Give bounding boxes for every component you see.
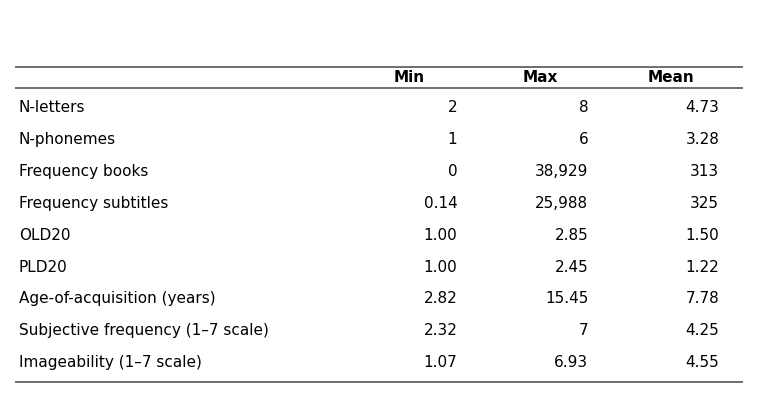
Text: 15.45: 15.45 [545, 291, 588, 306]
Text: 4.55: 4.55 [685, 355, 719, 370]
Text: 7: 7 [578, 323, 588, 338]
Text: 325: 325 [691, 196, 719, 211]
Text: Age-of-acquisition (years): Age-of-acquisition (years) [19, 291, 215, 306]
Text: Max: Max [522, 70, 557, 85]
Text: 1.50: 1.50 [685, 228, 719, 243]
Text: Min: Min [393, 70, 424, 85]
Text: 1: 1 [448, 132, 457, 147]
Text: 2.85: 2.85 [555, 228, 588, 243]
Text: 4.25: 4.25 [685, 323, 719, 338]
Text: N-letters: N-letters [19, 100, 86, 115]
Text: Frequency books: Frequency books [19, 164, 148, 179]
Text: 1.22: 1.22 [685, 259, 719, 275]
Text: PLD20: PLD20 [19, 259, 67, 275]
Text: Mean: Mean [647, 70, 694, 85]
Text: 2.45: 2.45 [555, 259, 588, 275]
Text: 3.28: 3.28 [685, 132, 719, 147]
Text: Imageability (1–7 scale): Imageability (1–7 scale) [19, 355, 202, 370]
Text: 1.00: 1.00 [424, 259, 457, 275]
Text: 7.78: 7.78 [685, 291, 719, 306]
Text: 6.93: 6.93 [554, 355, 588, 370]
Text: 2.32: 2.32 [424, 323, 457, 338]
Text: 2.82: 2.82 [424, 291, 457, 306]
Text: 1.07: 1.07 [424, 355, 457, 370]
Text: 0: 0 [448, 164, 457, 179]
Text: Frequency subtitles: Frequency subtitles [19, 196, 168, 211]
Text: Subjective frequency (1–7 scale): Subjective frequency (1–7 scale) [19, 323, 268, 338]
Text: 1.00: 1.00 [424, 228, 457, 243]
Text: N-phonemes: N-phonemes [19, 132, 116, 147]
Text: 2: 2 [448, 100, 457, 115]
Text: 25,988: 25,988 [535, 196, 588, 211]
Text: 8: 8 [578, 100, 588, 115]
Text: 0.14: 0.14 [424, 196, 457, 211]
Text: 313: 313 [690, 164, 719, 179]
Text: OLD20: OLD20 [19, 228, 70, 243]
Text: 6: 6 [578, 132, 588, 147]
Text: 4.73: 4.73 [685, 100, 719, 115]
Text: 38,929: 38,929 [535, 164, 588, 179]
